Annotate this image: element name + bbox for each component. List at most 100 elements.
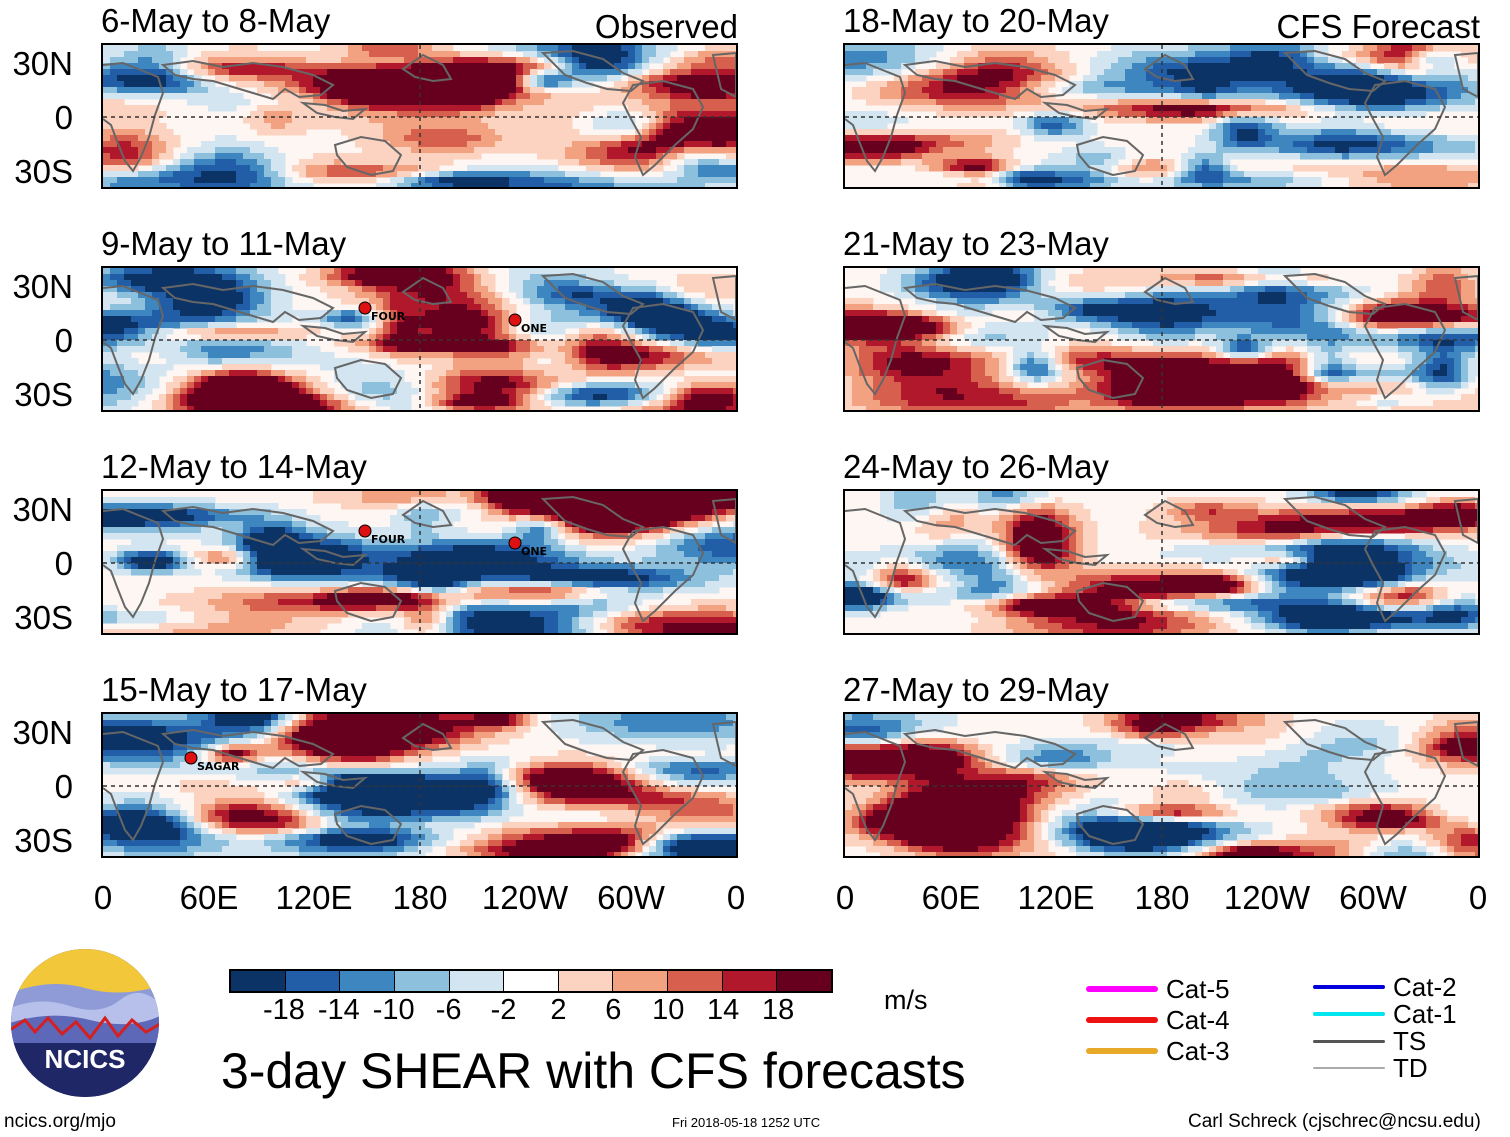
shear-cell <box>166 93 174 100</box>
shear-cell <box>705 569 713 576</box>
shear-cell <box>320 69 328 76</box>
shear-cell <box>292 352 300 359</box>
shear-cell <box>530 57 538 64</box>
shear-cell <box>593 316 601 323</box>
shear-cell <box>691 129 699 136</box>
shear-cell <box>222 340 230 347</box>
shear-cell <box>663 322 671 329</box>
shear-cell <box>439 75 447 82</box>
shear-cell <box>432 51 440 58</box>
shear-cell <box>691 298 699 305</box>
shear-cell <box>397 340 405 347</box>
shear-cell <box>180 322 188 329</box>
shear-cell <box>544 268 552 275</box>
shear-cell <box>495 45 503 52</box>
shear-cell <box>194 298 202 305</box>
shear-cell <box>383 503 391 510</box>
shear-cell <box>159 153 167 160</box>
shear-cell <box>530 171 538 178</box>
shear-cell <box>537 497 545 504</box>
shear-cell <box>663 328 671 335</box>
shear-cell <box>733 551 736 558</box>
shear-cell <box>145 545 153 552</box>
shear-cell <box>320 63 328 70</box>
shear-cell <box>439 147 447 154</box>
shear-cell <box>404 346 412 353</box>
shear-cell <box>579 358 587 365</box>
shear-cell <box>327 87 335 94</box>
shear-cell <box>334 87 342 94</box>
shear-cell <box>698 545 706 552</box>
shear-cell <box>166 551 174 558</box>
shear-cell <box>418 352 426 359</box>
shear-cell <box>544 274 552 281</box>
shear-cell <box>509 328 517 335</box>
shear-cell <box>705 177 713 184</box>
shear-cell <box>691 340 699 347</box>
shear-cell <box>642 497 650 504</box>
shear-cell <box>432 497 440 504</box>
shear-cell <box>348 280 356 287</box>
shear-cell <box>691 135 699 142</box>
shear-cell <box>460 310 468 317</box>
shear-cell <box>362 497 370 504</box>
shear-cell <box>607 551 615 558</box>
shear-cell <box>614 99 622 106</box>
shear-cell <box>271 171 279 178</box>
shear-cell <box>705 316 713 323</box>
shear-cell <box>285 334 293 341</box>
shear-cell <box>208 406 216 410</box>
shear-cell <box>327 93 335 100</box>
shear-cell <box>138 370 146 377</box>
shear-cell <box>222 394 230 401</box>
shear-cell <box>733 334 736 341</box>
shear-cell <box>152 286 160 293</box>
shear-cell <box>677 123 685 130</box>
shear-cell <box>691 509 699 516</box>
shear-cell <box>320 165 328 172</box>
shear-cell <box>558 569 566 576</box>
shear-cell <box>425 45 433 52</box>
shear-cell <box>453 147 461 154</box>
shear-cell <box>432 298 440 305</box>
shear-cell <box>334 177 342 184</box>
shear-cell <box>439 105 447 112</box>
shear-cell <box>537 105 545 112</box>
shear-cell <box>446 400 454 407</box>
shear-cell <box>348 93 356 100</box>
shear-cell <box>698 117 706 124</box>
shear-cell <box>551 382 559 389</box>
shear-cell <box>362 141 370 148</box>
shear-cell <box>110 394 118 401</box>
shear-cell <box>229 304 237 311</box>
shear-cell <box>628 69 636 76</box>
shear-cell <box>544 111 552 118</box>
shear-cell <box>649 491 657 498</box>
shear-cell <box>593 551 601 558</box>
shear-cell <box>481 509 489 516</box>
shear-cell <box>712 557 720 564</box>
shear-cell <box>509 63 517 70</box>
shear-cell <box>558 75 566 82</box>
shear-cell <box>383 575 391 582</box>
shear-cell <box>649 286 657 293</box>
shear-cell <box>425 135 433 142</box>
shear-cell <box>341 123 349 130</box>
shear-cell <box>453 111 461 118</box>
shear-cell <box>733 533 736 540</box>
shear-cell <box>299 533 307 540</box>
shear-cell <box>544 497 552 504</box>
shear-cell <box>369 328 377 335</box>
shear-cell <box>663 75 671 82</box>
shear-cell <box>558 45 566 52</box>
shear-cell <box>488 551 496 558</box>
shear-cell <box>173 316 181 323</box>
shear-cell <box>593 521 601 528</box>
shear-cell <box>138 334 146 341</box>
shear-cell <box>453 491 461 498</box>
shear-cell <box>439 304 447 311</box>
shear-cell <box>572 551 580 558</box>
shear-cell <box>474 575 482 582</box>
shear-cell <box>698 340 706 347</box>
shear-cell <box>229 57 237 64</box>
